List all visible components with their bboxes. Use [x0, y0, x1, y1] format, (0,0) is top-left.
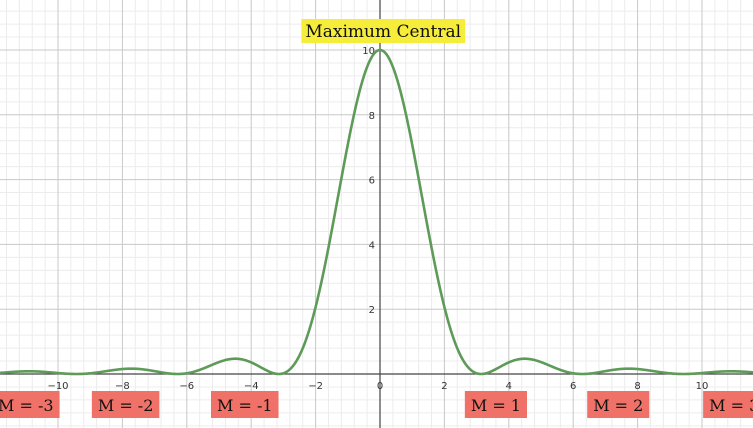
y-tick-label: 10	[362, 46, 375, 57]
annotation-box	[91, 391, 160, 418]
y-tick-label: 6	[369, 176, 375, 187]
x-tick-label: −8	[115, 381, 130, 392]
annotations: M = -3 M = -2 M = -1 M = 1 M = 2 M = 3	[0, 391, 753, 418]
annotation-label: M = -2	[98, 396, 154, 415]
series-line	[0, 48, 753, 376]
annotation-label: M = 3	[709, 396, 753, 415]
chart-title-background	[301, 19, 466, 43]
annotation-label: M = 1	[471, 396, 521, 415]
tick-labels: −10 −8 −6 −4 −2 0 2 4 6 8 10 2 4 6 8 10	[47, 46, 708, 392]
chart-title-group: Maximum Central	[301, 19, 466, 43]
x-tick-label: 0	[377, 381, 383, 392]
chart-title: Maximum Central	[305, 22, 461, 42]
y-tick-label: 8	[369, 111, 375, 122]
x-tick-label: −2	[308, 381, 323, 392]
series-curve	[0, 48, 753, 376]
x-tick-label: 2	[441, 381, 447, 392]
x-tick-label: 10	[696, 381, 709, 392]
x-tick-label: −4	[244, 381, 259, 392]
x-tick-label: 4	[506, 381, 512, 392]
annotation-label: M = -1	[217, 396, 273, 415]
y-tick-label: 2	[369, 305, 375, 316]
annotation-box	[587, 391, 650, 418]
annotation-box	[464, 391, 527, 418]
annotation-label: M = 2	[593, 396, 643, 415]
annotation-label: M = -3	[0, 396, 54, 415]
x-tick-label: −10	[47, 381, 68, 392]
y-tick-label: 4	[369, 240, 375, 251]
annotation-box	[0, 391, 60, 418]
x-tick-label: 8	[634, 381, 640, 392]
annotation-box	[703, 391, 753, 418]
x-tick-label: 6	[570, 381, 576, 392]
annotation-box	[210, 391, 279, 418]
x-tick-label: −6	[179, 381, 194, 392]
